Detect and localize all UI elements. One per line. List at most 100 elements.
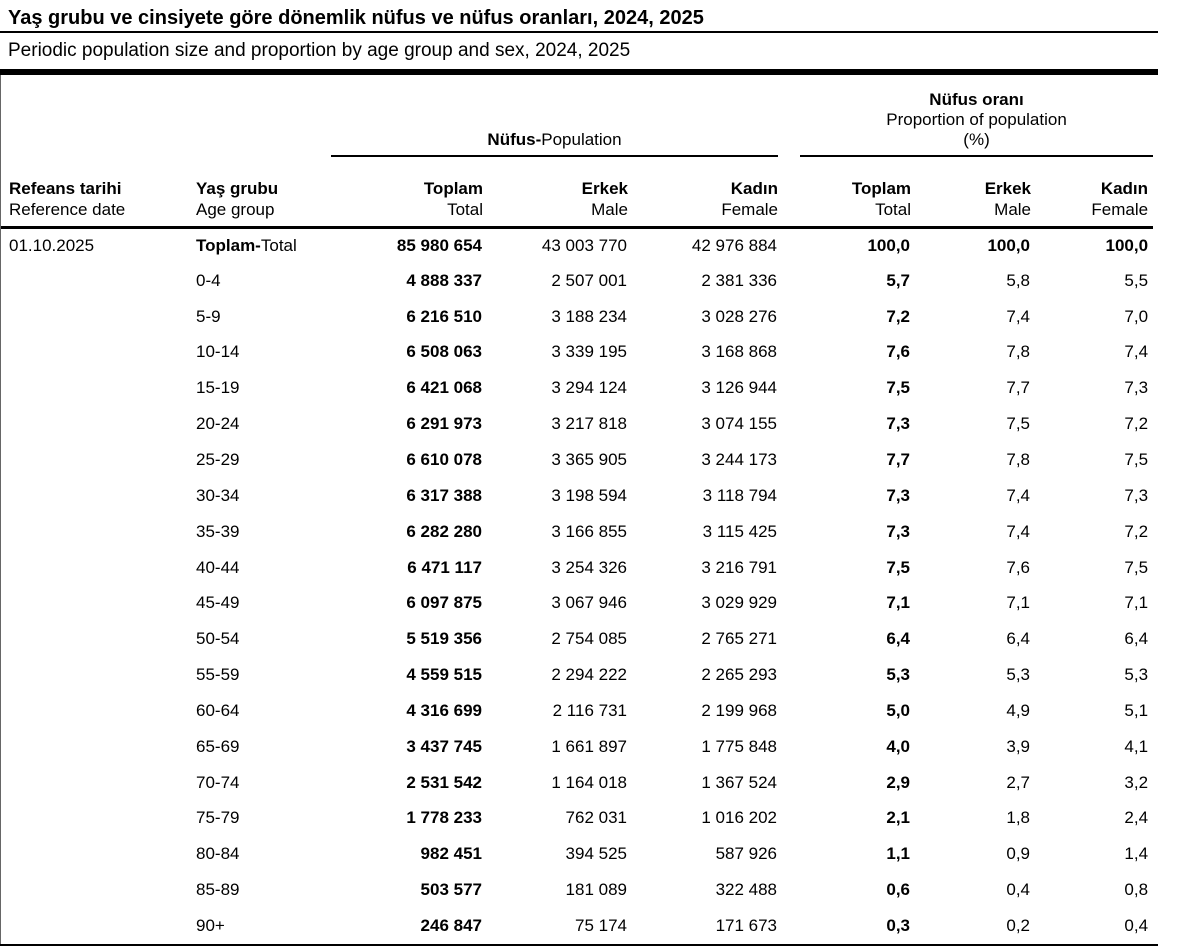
- cell-reference-date: [1, 550, 186, 586]
- cell-proportion-female: 3,2: [1124, 772, 1149, 792]
- cell-population-female: 3 115 425: [702, 521, 778, 541]
- cell-proportion-female: 100,0: [1105, 235, 1149, 255]
- cell-reference-date: [1, 621, 186, 657]
- cell-proportion-total: 7,7: [886, 449, 911, 469]
- cell-population-male: 75 174: [575, 915, 627, 935]
- cell-reference-date: [1, 442, 186, 478]
- cell-population-total: 2 531 542: [406, 772, 482, 792]
- cell-proportion-total: 7,3: [886, 485, 911, 505]
- column-header-population-female: Kadın Female: [721, 178, 779, 219]
- cell-age-group: 30-34: [196, 485, 240, 505]
- cell-population-male: 2 116 731: [552, 700, 627, 720]
- cell-population-male: 394 525: [565, 844, 627, 864]
- table-row: 35-39 6 282 280 3 166 855 3 115 425 7,3 …: [1, 514, 1153, 550]
- table-row: 5-9 6 216 510 3 188 234 3 028 276 7,2 7,…: [1, 299, 1153, 335]
- cell-reference-date: [1, 872, 186, 908]
- cell-proportion-female: 0,4: [1124, 915, 1149, 935]
- table-row: 15-19 6 421 068 3 294 124 3 126 944 7,5 …: [1, 370, 1153, 406]
- cell-reference-date: [1, 335, 186, 371]
- population-group-label-en: Population: [541, 130, 622, 149]
- cell-proportion-female: 7,0: [1124, 306, 1149, 326]
- cell-population-total: 6 282 280: [406, 521, 482, 541]
- cell-population-total: 3 437 745: [406, 736, 482, 756]
- cell-age-group: 25-29: [196, 449, 240, 469]
- table-row: 45-49 6 097 875 3 067 946 3 029 929 7,1 …: [1, 585, 1153, 621]
- cell-proportion-male: 7,1: [1006, 593, 1031, 613]
- title-divider: [0, 31, 1158, 33]
- column-header-population-total: Toplam Total: [423, 178, 483, 219]
- table-row: 75-79 1 778 233 762 031 1 016 202 2,1 1,…: [1, 801, 1153, 837]
- cell-population-total: 6 421 068: [406, 378, 482, 398]
- cell-proportion-male: 5,8: [1006, 270, 1031, 290]
- table-row: 70-74 2 531 542 1 164 018 1 367 524 2,9 …: [1, 765, 1153, 801]
- cell-proportion-total: 6,4: [886, 629, 911, 649]
- cell-population-female: 171 673: [715, 915, 778, 935]
- cell-age-group: 10-14: [196, 342, 240, 362]
- cell-proportion-male: 7,8: [1006, 342, 1031, 362]
- column-header-proportion-male: Erkek Male: [984, 178, 1032, 219]
- cell-reference-date: [1, 729, 186, 765]
- table-row: 60-64 4 316 699 2 116 731 2 199 968 5,0 …: [1, 693, 1153, 729]
- cell-population-male: 2 754 085: [551, 629, 627, 649]
- cell-population-male: 3 188 234: [551, 306, 627, 326]
- cell-proportion-male: 100,0: [987, 235, 1031, 255]
- cell-proportion-male: 4,9: [1006, 700, 1031, 720]
- cell-proportion-total: 7,6: [886, 342, 911, 362]
- cell-age-group: 65-69: [196, 736, 240, 756]
- cell-population-female: 1 367 524: [701, 772, 778, 792]
- cell-proportion-female: 6,4: [1124, 629, 1149, 649]
- page-subtitle: Periodic population size and proportion …: [8, 40, 631, 61]
- cell-age-group: 15-19: [196, 378, 240, 398]
- cell-proportion-total: 7,2: [886, 306, 911, 326]
- cell-proportion-male: 1,8: [1006, 808, 1031, 828]
- cell-proportion-female: 7,2: [1124, 414, 1149, 434]
- cell-proportion-total: 5,7: [886, 270, 911, 290]
- cell-proportion-total: 1,1: [886, 844, 911, 864]
- cell-proportion-male: 7,4: [1006, 485, 1031, 505]
- cell-population-male: 2 507 001: [551, 270, 627, 290]
- cell-population-female: 322 488: [715, 880, 778, 900]
- cell-proportion-female: 7,5: [1124, 557, 1149, 577]
- cell-reference-date: [1, 836, 186, 872]
- cell-population-female: 3 028 276: [701, 306, 778, 326]
- cell-population-total: 4 888 337: [406, 270, 482, 290]
- cell-population-male: 2 294 222: [551, 665, 627, 685]
- cell-proportion-male: 7,7: [1006, 378, 1031, 398]
- cell-proportion-total: 5,0: [886, 700, 911, 720]
- cell-proportion-total: 2,1: [886, 808, 911, 828]
- table-body: 01.10.2025 Toplam-Total 85 980 654 43 00…: [1, 227, 1153, 944]
- proportion-group-label-tr: Nüfus oranı: [929, 90, 1024, 109]
- cell-reference-date: [1, 406, 186, 442]
- cell-proportion-female: 5,1: [1124, 700, 1149, 720]
- cell-reference-date: [1, 299, 186, 335]
- proportion-group-label-en: Proportion of population: [886, 110, 1067, 129]
- column-header-row: Refeans tarihi Reference date Yaş grubu …: [1, 157, 1153, 227]
- group-header-row: Nüfus-Population Nüfus oranı Proportion …: [1, 75, 1154, 157]
- cell-population-female: 2 265 293: [701, 665, 778, 685]
- cell-population-female: 2 199 968: [701, 700, 778, 720]
- table-row: 01.10.2025 Toplam-Total 85 980 654 43 00…: [1, 227, 1153, 263]
- table-row: 20-24 6 291 973 3 217 818 3 074 155 7,3 …: [1, 406, 1153, 442]
- cell-population-total: 6 508 063: [406, 342, 482, 362]
- cell-population-male: 3 294 124: [551, 378, 627, 398]
- cell-age-group: 45-49: [196, 593, 240, 613]
- cell-population-female: 3 168 868: [701, 342, 778, 362]
- cell-population-total: 4 316 699: [406, 700, 482, 720]
- cell-proportion-male: 0,9: [1006, 844, 1031, 864]
- cell-population-male: 3 254 326: [551, 557, 627, 577]
- cell-reference-date: [1, 263, 186, 299]
- cell-proportion-male: 0,2: [1006, 915, 1031, 935]
- cell-proportion-total: 7,1: [886, 593, 911, 613]
- group-header-spacer: [1, 75, 331, 157]
- column-header-reference-date: Refeans tarihi Reference date: [9, 178, 126, 219]
- cell-population-total: 982 451: [420, 844, 482, 864]
- table-row: 10-14 6 508 063 3 339 195 3 168 868 7,6 …: [1, 335, 1153, 371]
- cell-population-female: 42 976 884: [691, 235, 778, 255]
- cell-population-male: 3 166 855: [551, 521, 627, 541]
- cell-proportion-female: 2,4: [1124, 808, 1149, 828]
- table-row: 40-44 6 471 117 3 254 326 3 216 791 7,5 …: [1, 550, 1153, 586]
- table-row: 30-34 6 317 388 3 198 594 3 118 794 7,3 …: [1, 478, 1153, 514]
- cell-proportion-total: 0,3: [886, 915, 911, 935]
- population-group-label-tr: Nüfus-: [487, 130, 542, 149]
- cell-population-total: 6 610 078: [406, 449, 482, 469]
